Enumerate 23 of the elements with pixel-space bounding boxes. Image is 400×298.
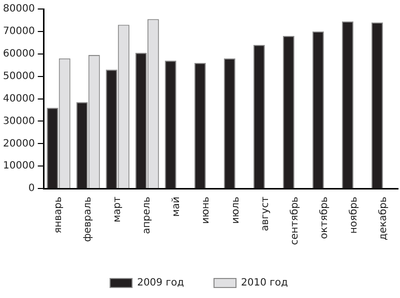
- x-tick-label: май: [171, 196, 182, 217]
- y-tick-label: 0: [28, 183, 35, 194]
- x-tick-label: март: [112, 196, 124, 222]
- x-tick-label: февраль: [82, 196, 94, 242]
- y-tick-label: 10000: [3, 160, 35, 172]
- y-tick-label: 20000: [3, 138, 35, 150]
- legend-label: 2010 год: [241, 278, 288, 289]
- x-tick-label: июнь: [200, 196, 212, 224]
- y-tick-label: 80000: [3, 4, 35, 15]
- legend-label: 2009 год: [137, 278, 184, 289]
- x-tick-label: июль: [230, 196, 242, 224]
- x-tick-label: октябрь: [318, 196, 330, 239]
- y-tick-label: 60000: [3, 48, 35, 60]
- x-tick-label: январь: [53, 196, 64, 234]
- x-tick-label: апрель: [142, 196, 153, 234]
- x-tick-label: сентябрь: [289, 196, 300, 245]
- y-tick-label: 50000: [3, 70, 35, 82]
- x-tick-label: ноябрь: [348, 196, 360, 234]
- x-tick-label: август: [260, 196, 271, 232]
- x-tick-label: декабрь: [378, 196, 389, 240]
- y-tick-label: 40000: [3, 93, 35, 104]
- y-tick-label: 30000: [3, 116, 35, 127]
- y-tick-label: 70000: [3, 26, 35, 38]
